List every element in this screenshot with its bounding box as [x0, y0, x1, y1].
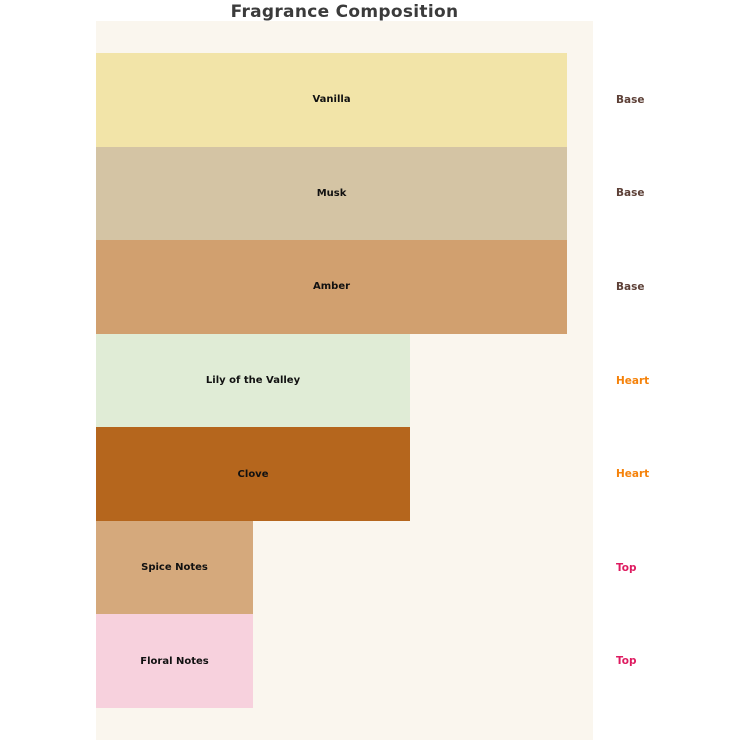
group-label-musk: Base — [616, 187, 645, 200]
bar-row-amber: Amber — [96, 240, 593, 334]
bar-label-vanilla: Vanilla — [312, 94, 351, 106]
bar-spice-notes: Spice Notes — [96, 520, 254, 615]
chart-title: Fragrance Composition — [230, 2, 459, 22]
bar-clove: Clove — [96, 427, 411, 521]
bar-label-amber: Amber — [313, 281, 351, 293]
bars-container: Vanilla Musk Amber Lily of the Valley Clove S… — [96, 53, 593, 708]
bar-row-clove: Clove — [96, 427, 593, 521]
bar-amber: Amber — [96, 240, 568, 334]
bar-floral-notes: Floral Notes — [96, 614, 254, 708]
bar-label-floral-notes: Floral Notes — [140, 655, 209, 667]
bar-vanilla: Vanilla — [96, 53, 568, 147]
group-label-clove: Heart — [616, 468, 650, 481]
bar-label-clove: Clove — [237, 468, 269, 480]
bar-label-musk: Musk — [316, 187, 347, 199]
group-label-vanilla: Base — [616, 93, 645, 106]
bar-label-lily-of-the-valley: Lily of the Valley — [205, 374, 301, 386]
bar-row-spice-notes: Spice Notes — [96, 520, 593, 615]
bar-row-musk: Musk — [96, 146, 593, 241]
bar-row-vanilla: Vanilla — [96, 53, 593, 147]
bar-label-spice-notes: Spice Notes — [141, 562, 208, 574]
bar-musk: Musk — [96, 146, 568, 241]
group-label-spice-notes: Top — [616, 561, 637, 574]
bar-lily-of-the-valley: Lily of the Valley — [96, 333, 411, 428]
group-label-lily-of-the-valley: Heart — [616, 374, 650, 387]
group-label-floral-notes: Top — [616, 655, 637, 668]
bar-row-floral-notes: Floral Notes — [96, 614, 593, 708]
group-label-amber: Base — [616, 280, 645, 293]
bar-row-lily-of-the-valley: Lily of the Valley — [96, 333, 593, 428]
plot-area: Vanilla Musk Amber Lily of the Valley Clove S… — [96, 21, 593, 740]
